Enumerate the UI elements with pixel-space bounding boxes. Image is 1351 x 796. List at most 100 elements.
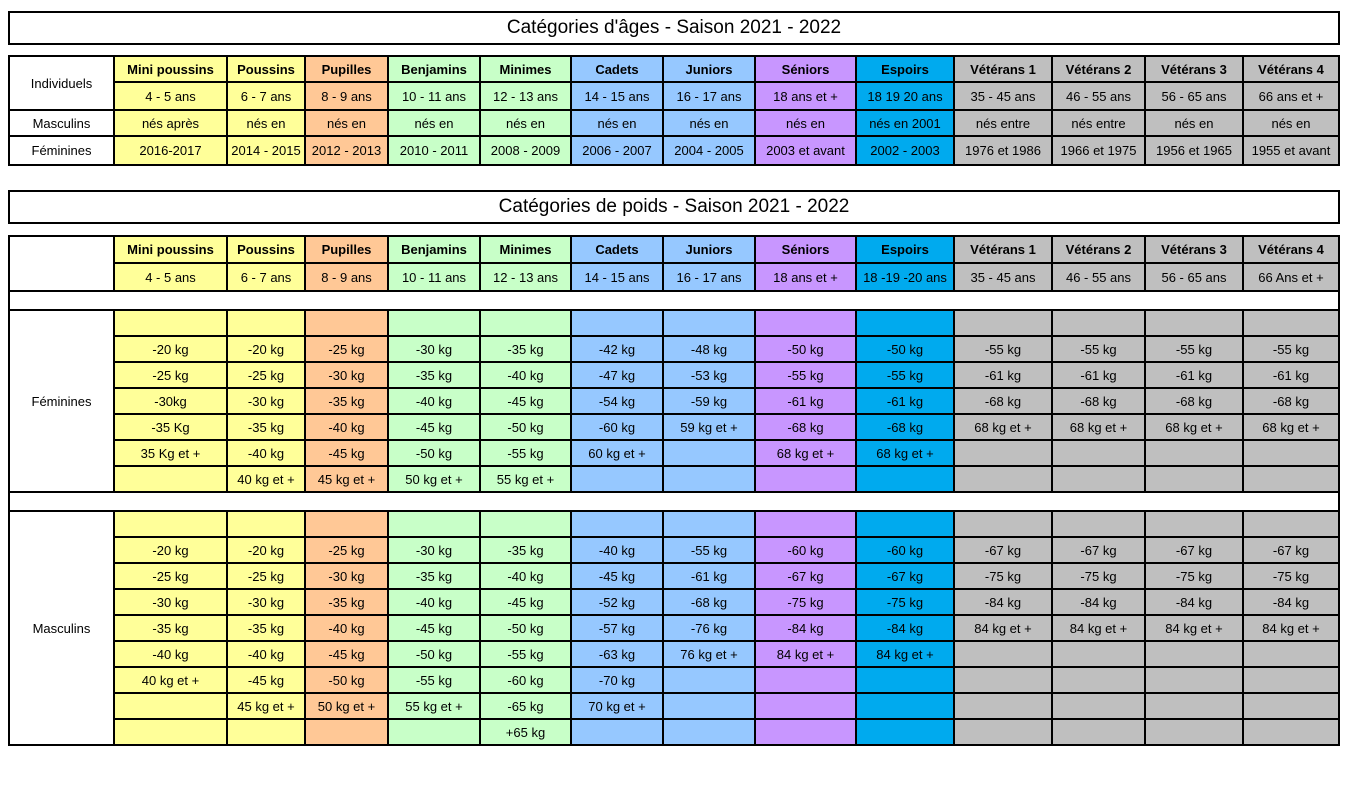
category-ages: 6 - 7 ans: [226, 262, 306, 292]
weight-cell: [754, 510, 857, 538]
weight-cell: -75 kg: [855, 588, 955, 616]
weight-cell: [1242, 692, 1340, 720]
weight-cell: [570, 510, 664, 538]
category-born: nés en: [754, 109, 857, 137]
weight-cell: [113, 692, 228, 720]
category-born: nés entre: [953, 109, 1053, 137]
weight-cell: 84 kg et +: [855, 640, 955, 668]
weight-cell: [855, 666, 955, 694]
separator-row: [8, 491, 1340, 512]
weight-cell: -50 kg: [304, 666, 389, 694]
weight-cell: [387, 309, 481, 337]
category-name: Minimes: [479, 55, 572, 83]
weight-cell: +65 kg: [479, 718, 572, 746]
table-row: -35 Kg -35 kg -40 kg -45 kg -50 kg -60 kg 59 k…: [9, 413, 1340, 441]
category-name: Vétérans 3: [1144, 235, 1244, 264]
weight-cell: -67 kg: [1242, 536, 1340, 564]
weight-cell: [113, 465, 228, 493]
weight-cell: -50 kg: [479, 614, 572, 642]
weight-cell: -68 kg: [662, 588, 756, 616]
weight-cell: [953, 309, 1053, 337]
weight-cell: [1144, 718, 1244, 746]
weight-cell: -55 kg: [1242, 335, 1340, 363]
weight-cell: -35 kg: [387, 562, 481, 590]
weight-cell: -61 kg: [855, 387, 955, 415]
category-ages: 12 - 13 ans: [479, 81, 572, 111]
category-name: Espoirs: [855, 235, 955, 264]
weight-cell: -25 kg: [304, 335, 389, 363]
weight-cell: 45 kg et +: [226, 692, 306, 720]
table-row: Féminines 2016-2017 2014 - 2015 2012 - 2013…: [8, 135, 1340, 166]
weight-cell: [113, 718, 228, 746]
weight-cell: -67 kg: [1051, 536, 1146, 564]
weight-cell: -67 kg: [1144, 536, 1244, 564]
weight-cell: -45 kg: [479, 387, 572, 415]
weight-cell: -84 kg: [953, 588, 1053, 616]
weight-cell: [662, 309, 756, 337]
weight-cell: -75 kg: [1051, 562, 1146, 590]
category-name: Vétérans 3: [1144, 55, 1244, 83]
weight-cell: [1242, 309, 1340, 337]
weight-cell: -35 kg: [304, 387, 389, 415]
weight-cell: [855, 510, 955, 538]
table-row: 40 kg et +45 kg et +50 kg et +55 kg et +: [9, 465, 1340, 493]
ages-table: Individuels Mini poussins Poussins Pupilles…: [8, 55, 1340, 166]
weight-cell: -84 kg: [855, 614, 955, 642]
weight-cell: -42 kg: [570, 335, 664, 363]
weight-cell: -61 kg: [953, 361, 1053, 389]
category-name: Cadets: [570, 55, 664, 83]
weight-cell: -55 kg: [1051, 335, 1146, 363]
weight-cell: [1051, 718, 1146, 746]
table-row: -20 kg -20 kg -25 kg -30 kg -35 kg -40 kg -55 …: [9, 536, 1340, 564]
weight-cell: -45 kg: [570, 562, 664, 590]
category-ages: 18 ans et +: [754, 262, 857, 292]
table-row: 45 kg et +50 kg et +55 kg et + -65 kg 70 k…: [9, 692, 1340, 720]
category-ages: 18 19 20 ans: [855, 81, 955, 111]
weight-cell: [1144, 640, 1244, 668]
weight-cell: -20 kg: [113, 335, 228, 363]
category-years: 2004 - 2005: [662, 135, 756, 166]
category-born: nés entre: [1051, 109, 1146, 137]
weight-cell: 68 kg et +: [1144, 413, 1244, 441]
category-name: Mini poussins: [113, 235, 228, 264]
weight-cell: -40 kg: [304, 614, 389, 642]
weight-cell: -70 kg: [570, 666, 664, 694]
category-ages: 66 ans et +: [1242, 81, 1340, 111]
weight-cell: [1242, 718, 1340, 746]
weight-cell: [387, 718, 481, 746]
weight-cell: -35 Kg: [113, 413, 228, 441]
table-row: -35 kg -35 kg -40 kg -45 kg -50 kg -57 kg -76 …: [9, 614, 1340, 642]
table-row: 4 - 5 ans 6 - 7 ans 8 - 9 ans 10 - 11 ans 12…: [9, 262, 1340, 292]
weight-cell: 59 kg et +: [662, 413, 756, 441]
weight-cell: -75 kg: [953, 562, 1053, 590]
category-ages: 16 - 17 ans: [662, 81, 756, 111]
category-ages: 16 - 17 ans: [662, 262, 756, 292]
category-years: 2012 - 2013: [304, 135, 389, 166]
weight-cell: -59 kg: [662, 387, 756, 415]
weight-cell: [1242, 439, 1340, 467]
weight-cell: -61 kg: [754, 387, 857, 415]
table-row: 35 Kg et + -40 kg -45 kg -50 kg -55 kg 60 kg …: [9, 439, 1340, 467]
row-label-feminines: Féminines: [8, 135, 115, 166]
category-born: nés en: [662, 109, 756, 137]
weight-cell: -65 kg: [479, 692, 572, 720]
weight-cell: [1242, 465, 1340, 493]
weight-cell: [953, 465, 1053, 493]
section-label-feminines: Féminines: [8, 309, 115, 493]
weight-cell: [1051, 640, 1146, 668]
category-years: 1956 et 1965: [1144, 135, 1244, 166]
weight-cell: [953, 718, 1053, 746]
weight-cell: 68 kg et +: [754, 439, 857, 467]
category-born: nés en: [387, 109, 481, 137]
weight-cell: [953, 439, 1053, 467]
weight-cell: [479, 510, 572, 538]
weight-cell: -50 kg: [855, 335, 955, 363]
category-ages: 35 - 45 ans: [953, 81, 1053, 111]
weight-cell: [226, 718, 306, 746]
weight-cell: [662, 666, 756, 694]
table-row: -25 kg -25 kg -30 kg -35 kg -40 kg -47 kg -53 …: [9, 361, 1340, 389]
weight-cell: -50 kg: [479, 413, 572, 441]
category-ages: 6 - 7 ans: [226, 81, 306, 111]
weight-cell: -35 kg: [304, 588, 389, 616]
weight-cell: 60 kg et +: [570, 439, 664, 467]
